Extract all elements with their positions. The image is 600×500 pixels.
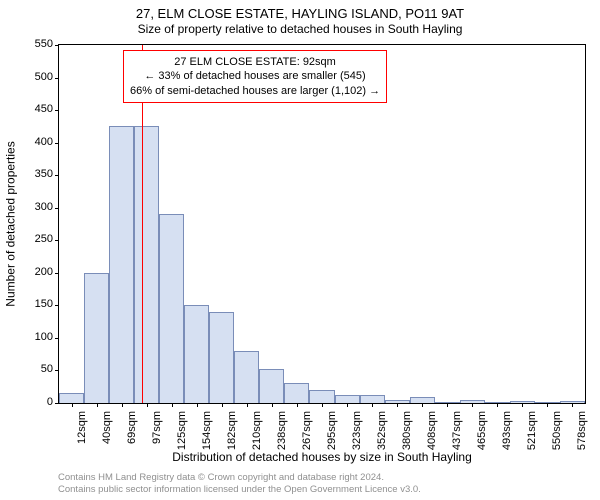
x-tick-line xyxy=(147,403,148,407)
histogram-bar xyxy=(259,369,284,403)
x-tick-line xyxy=(347,403,348,407)
histogram-bar xyxy=(159,214,184,403)
annotation-line-3: 66% of semi-detached houses are larger (… xyxy=(130,84,380,98)
histogram-bar xyxy=(59,393,84,403)
y-tick-label: 100 xyxy=(23,331,53,343)
footer-line-1: Contains HM Land Registry data © Crown c… xyxy=(58,472,586,484)
histogram-bar xyxy=(134,126,159,403)
histogram-bar xyxy=(360,395,385,403)
x-tick-line xyxy=(572,403,573,407)
histogram-bar xyxy=(309,390,334,403)
y-tick-line xyxy=(55,143,59,144)
y-tick-label: 550 xyxy=(23,38,53,50)
histogram-bar xyxy=(234,351,259,403)
chart-title: 27, ELM CLOSE ESTATE, HAYLING ISLAND, PO… xyxy=(0,6,600,21)
chart-subtitle: Size of property relative to detached ho… xyxy=(0,22,600,36)
x-tick-label: 352sqm xyxy=(376,411,388,453)
x-tick-line xyxy=(522,403,523,407)
y-tick-line xyxy=(55,208,59,209)
histogram-bar xyxy=(184,305,209,403)
y-tick-line xyxy=(55,78,59,79)
x-tick-label: 210sqm xyxy=(251,411,263,453)
x-tick-label: 550sqm xyxy=(551,411,563,453)
x-tick-label: 323sqm xyxy=(351,411,363,453)
x-tick-label: 437sqm xyxy=(451,411,463,453)
annotation-line-2: ← 33% of detached houses are smaller (54… xyxy=(130,69,380,83)
annotation-box: 27 ELM CLOSE ESTATE: 92sqm← 33% of detac… xyxy=(123,50,387,103)
x-tick-label: 125sqm xyxy=(176,411,188,453)
x-tick-line xyxy=(447,403,448,407)
x-tick-label: 154sqm xyxy=(201,411,213,453)
histogram-bar xyxy=(109,126,134,403)
x-tick-line xyxy=(472,403,473,407)
y-tick-line xyxy=(55,305,59,306)
y-tick-label: 250 xyxy=(23,233,53,245)
footer-attribution: Contains HM Land Registry data © Crown c… xyxy=(58,472,586,496)
x-tick-label: 267sqm xyxy=(301,411,313,453)
x-tick-label: 465sqm xyxy=(476,411,488,453)
x-tick-label: 12sqm xyxy=(76,411,88,453)
x-tick-line xyxy=(97,403,98,407)
y-tick-line xyxy=(55,110,59,111)
x-axis-label: Distribution of detached houses by size … xyxy=(58,450,586,464)
y-tick-line xyxy=(55,370,59,371)
histogram-bar xyxy=(84,273,109,403)
x-tick-label: 408sqm xyxy=(426,411,438,453)
y-tick-label: 150 xyxy=(23,298,53,310)
x-tick-label: 380sqm xyxy=(401,411,413,453)
y-tick-label: 50 xyxy=(23,363,53,375)
x-tick-label: 578sqm xyxy=(576,411,588,453)
y-tick-line xyxy=(55,45,59,46)
x-tick-label: 69sqm xyxy=(126,411,138,453)
x-tick-line xyxy=(497,403,498,407)
x-tick-label: 40sqm xyxy=(101,411,113,453)
footer-line-2: Contains public sector information licen… xyxy=(58,484,586,496)
y-tick-line xyxy=(55,338,59,339)
y-tick-label: 500 xyxy=(23,71,53,83)
x-tick-line xyxy=(197,403,198,407)
histogram-bar xyxy=(284,383,309,403)
x-tick-line xyxy=(397,403,398,407)
x-tick-line xyxy=(272,403,273,407)
y-tick-label: 300 xyxy=(23,201,53,213)
chart-container: 27, ELM CLOSE ESTATE, HAYLING ISLAND, PO… xyxy=(0,0,600,500)
x-tick-line xyxy=(322,403,323,407)
plot-area: 05010015020025030035040045050055012sqm40… xyxy=(58,44,586,404)
x-tick-line xyxy=(547,403,548,407)
y-tick-label: 200 xyxy=(23,266,53,278)
y-tick-label: 0 xyxy=(23,396,53,408)
x-tick-line xyxy=(172,403,173,407)
x-tick-label: 493sqm xyxy=(501,411,513,453)
y-tick-label: 400 xyxy=(23,136,53,148)
annotation-line-1: 27 ELM CLOSE ESTATE: 92sqm xyxy=(130,55,380,69)
x-tick-line xyxy=(72,403,73,407)
x-tick-line xyxy=(422,403,423,407)
y-tick-line xyxy=(55,240,59,241)
x-tick-line xyxy=(222,403,223,407)
x-tick-line xyxy=(372,403,373,407)
x-tick-label: 238sqm xyxy=(276,411,288,453)
x-tick-line xyxy=(122,403,123,407)
y-tick-line xyxy=(55,175,59,176)
x-tick-label: 182sqm xyxy=(226,411,238,453)
y-tick-label: 450 xyxy=(23,103,53,115)
y-tick-label: 350 xyxy=(23,168,53,180)
y-tick-line xyxy=(55,403,59,404)
x-tick-label: 295sqm xyxy=(326,411,338,453)
histogram-bar xyxy=(209,312,234,403)
x-tick-label: 97sqm xyxy=(151,411,163,453)
y-axis-label: Number of detached properties xyxy=(4,44,18,404)
y-tick-line xyxy=(55,273,59,274)
y-axis-label-text: Number of detached properties xyxy=(4,141,18,306)
x-tick-line xyxy=(297,403,298,407)
histogram-bar xyxy=(335,395,360,403)
x-tick-label: 521sqm xyxy=(526,411,538,453)
x-tick-line xyxy=(247,403,248,407)
